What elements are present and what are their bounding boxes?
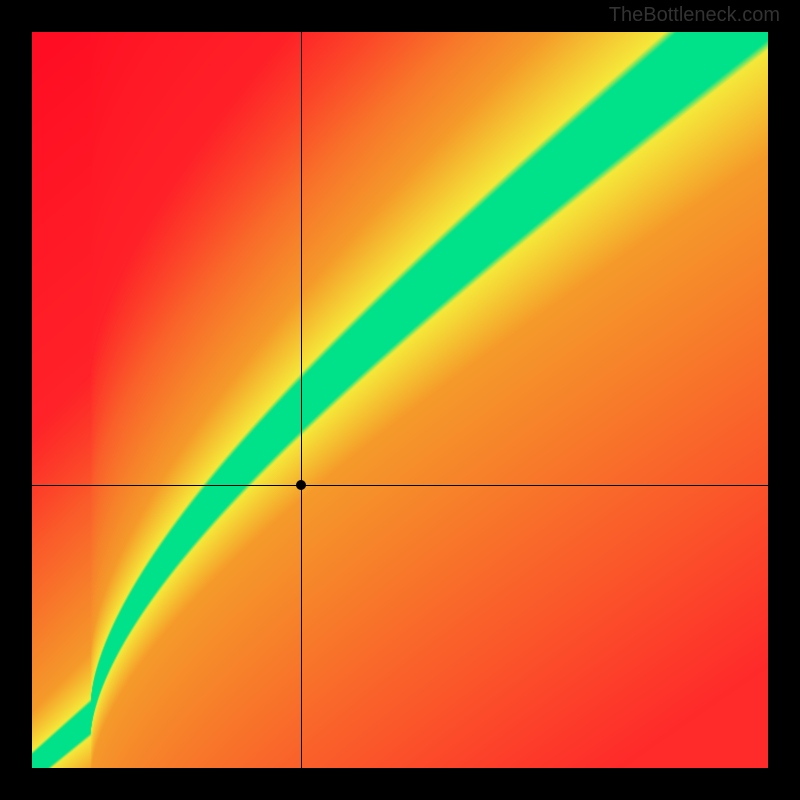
marker-dot bbox=[296, 480, 306, 490]
crosshair-horizontal bbox=[32, 485, 768, 486]
bottleneck-heatmap bbox=[32, 32, 768, 768]
crosshair-vertical bbox=[301, 32, 302, 768]
heatmap-canvas bbox=[32, 32, 768, 768]
watermark: TheBottleneck.com bbox=[609, 4, 780, 27]
